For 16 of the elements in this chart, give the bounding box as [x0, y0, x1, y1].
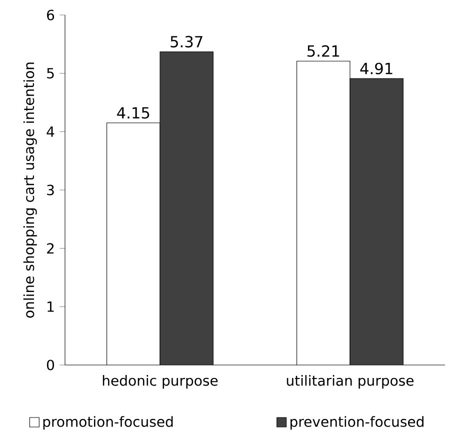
y-tick-label: 5	[47, 68, 54, 79]
y-tick-label: 0	[46, 360, 54, 370]
data-label: 4.15	[117, 107, 150, 119]
x-tick-label: utilitarian purpose	[286, 375, 414, 389]
y-tick-label: 4	[46, 126, 54, 137]
y-tick-label: 2	[47, 243, 54, 254]
data-label: 5.21	[308, 45, 340, 57]
y-tick-label: 3	[47, 184, 54, 196]
x-tick-label: hedonic purpose	[102, 375, 218, 389]
legend-label: promotion-focused	[43, 416, 173, 430]
y-axis-title: online shopping cart usage intention	[23, 62, 37, 318]
legend-label: prevention-focused	[290, 416, 424, 430]
y-tick-label: 1	[48, 302, 54, 312]
data-label: 4.91	[360, 62, 392, 74]
y-tick-label: 6	[47, 10, 54, 20]
data-label: 5.37	[170, 36, 202, 48]
